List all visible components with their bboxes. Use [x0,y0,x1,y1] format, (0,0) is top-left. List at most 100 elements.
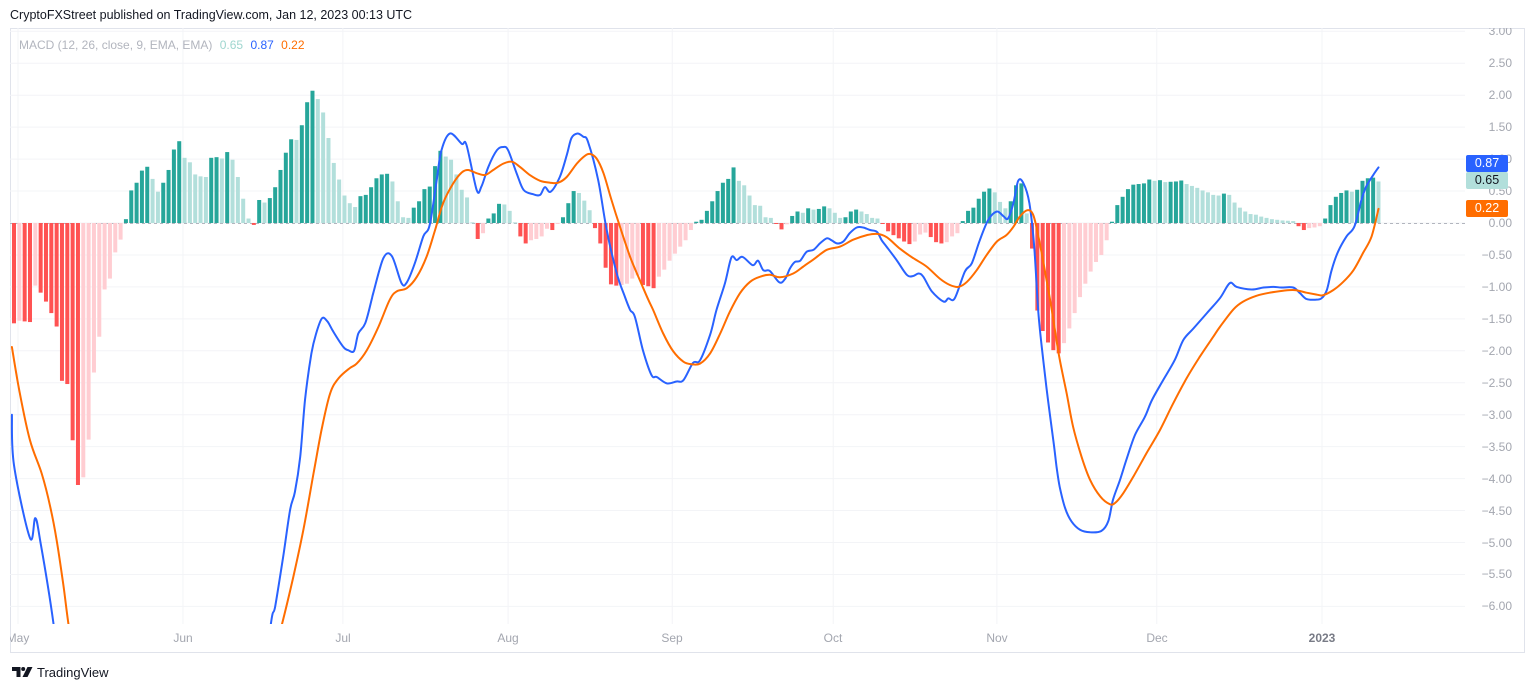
histogram-bar [982,191,987,223]
histogram-bar [1019,183,1024,223]
price-tick: −4.50 [1481,503,1512,518]
histogram-bar [251,223,256,225]
price-tick: 2.50 [1488,56,1512,71]
histogram-bar [1093,223,1098,262]
histogram-bar [630,223,635,279]
histogram-bar [385,173,390,223]
histogram-bar [75,223,80,485]
histogram-bar [656,223,661,277]
histogram-bar [811,209,816,223]
histogram-bar [390,181,395,223]
histogram-bar [582,200,587,223]
histogram-bar [870,217,875,223]
histogram-bar [1099,223,1104,255]
histogram-bar [49,223,54,314]
histogram-bar [529,223,534,241]
histogram-bar [310,90,315,224]
time-label-jun: Jun [173,631,193,645]
histogram-bar [614,223,619,286]
histogram-bar [1104,223,1109,241]
histogram-bar [555,223,560,224]
histogram-bar [337,179,342,223]
histogram-bar [774,223,779,224]
histogram-bar [497,203,502,223]
histogram-bar [118,223,123,240]
histogram-bar [1072,223,1077,314]
histogram-bar [1237,207,1242,223]
price-tick: −5.00 [1481,535,1512,550]
histogram-bar [363,194,368,223]
price-tick: −2.50 [1481,375,1512,390]
histogram-bar [886,223,891,232]
histogram-bar [944,223,949,243]
histogram-bar [347,203,352,223]
histogram-bar [1205,192,1210,223]
histogram-bar [891,223,896,236]
histogram-bar [907,223,912,245]
histogram-bar [1184,184,1189,223]
histogram-bar [1248,214,1253,223]
histogram-bar [971,207,976,223]
histogram-bar [1056,223,1061,354]
histogram-bar [662,223,667,270]
histogram-bar [12,223,16,324]
histogram-bar [102,223,107,290]
histogram-bar [187,162,192,223]
histogram-bar [438,150,443,223]
legend-signal-value: 0.22 [281,38,305,52]
histogram-bar [992,192,997,223]
tradingview-brand: TradingView [37,664,109,680]
histogram-bar [619,223,624,285]
histogram-bar [1125,189,1130,223]
histogram-bar [1323,218,1328,223]
chart-plot-area[interactable] [10,28,1465,624]
histogram-bar [838,217,843,223]
histogram-bar [1355,189,1360,223]
histogram-bar [465,197,470,223]
histogram-bar [1269,219,1274,223]
histogram-bar [182,157,187,223]
indicator-legend[interactable]: MACD (12, 26, close, 9, EMA, EMA) 0.65 0… [19,38,309,52]
histogram-bar [1200,190,1205,223]
price-tick: 1.50 [1488,120,1512,135]
histogram-bar [449,159,454,223]
histogram-bar [683,223,688,241]
histogram-bar [1163,182,1168,223]
histogram-bar [1067,223,1072,329]
price-tick: −2.00 [1481,343,1512,358]
histogram-bar [1296,223,1301,227]
price-scale[interactable]: 3.00 2.50 2.00 1.50 1.00 0.50 0.00 −0.50… [1465,28,1524,624]
histogram-bar [422,189,427,223]
histogram-bar [699,219,704,223]
histogram-bar [1189,185,1194,223]
time-label-may: May [10,631,30,645]
histogram-bar [720,182,725,223]
histogram-bar [1147,179,1152,223]
histogram-bar [507,210,512,223]
histogram-bar [646,223,651,287]
price-tick: −6.00 [1481,599,1512,614]
tradingview-logo-link[interactable]: TradingView [12,664,109,680]
histogram-bar [491,213,496,223]
histogram-bar [1307,223,1312,229]
time-axis[interactable]: May Jun Jul Aug Sep Oct Nov Dec 2023 [10,624,1465,652]
histogram-bar [267,198,272,223]
histogram-bar [278,169,283,223]
histogram-bar [315,99,320,223]
legend-macd-value: 0.87 [250,38,274,52]
histogram-bar [59,223,64,381]
histogram-bar [1339,192,1344,223]
time-label-2023: 2023 [1308,631,1336,645]
histogram-bar [539,223,544,237]
histogram-bar [518,223,523,237]
histogram-bar [193,174,198,223]
histogram-bar [912,223,917,242]
histogram-bar [1195,187,1200,223]
histogram-bar [262,202,267,223]
macd-last-value-badge: 0.87 [1466,155,1508,172]
histogram-bar [545,223,549,229]
histogram-bar [704,210,709,223]
histogram-bar [1003,208,1008,223]
histogram-bar [779,223,784,230]
histogram-bar [326,138,331,223]
